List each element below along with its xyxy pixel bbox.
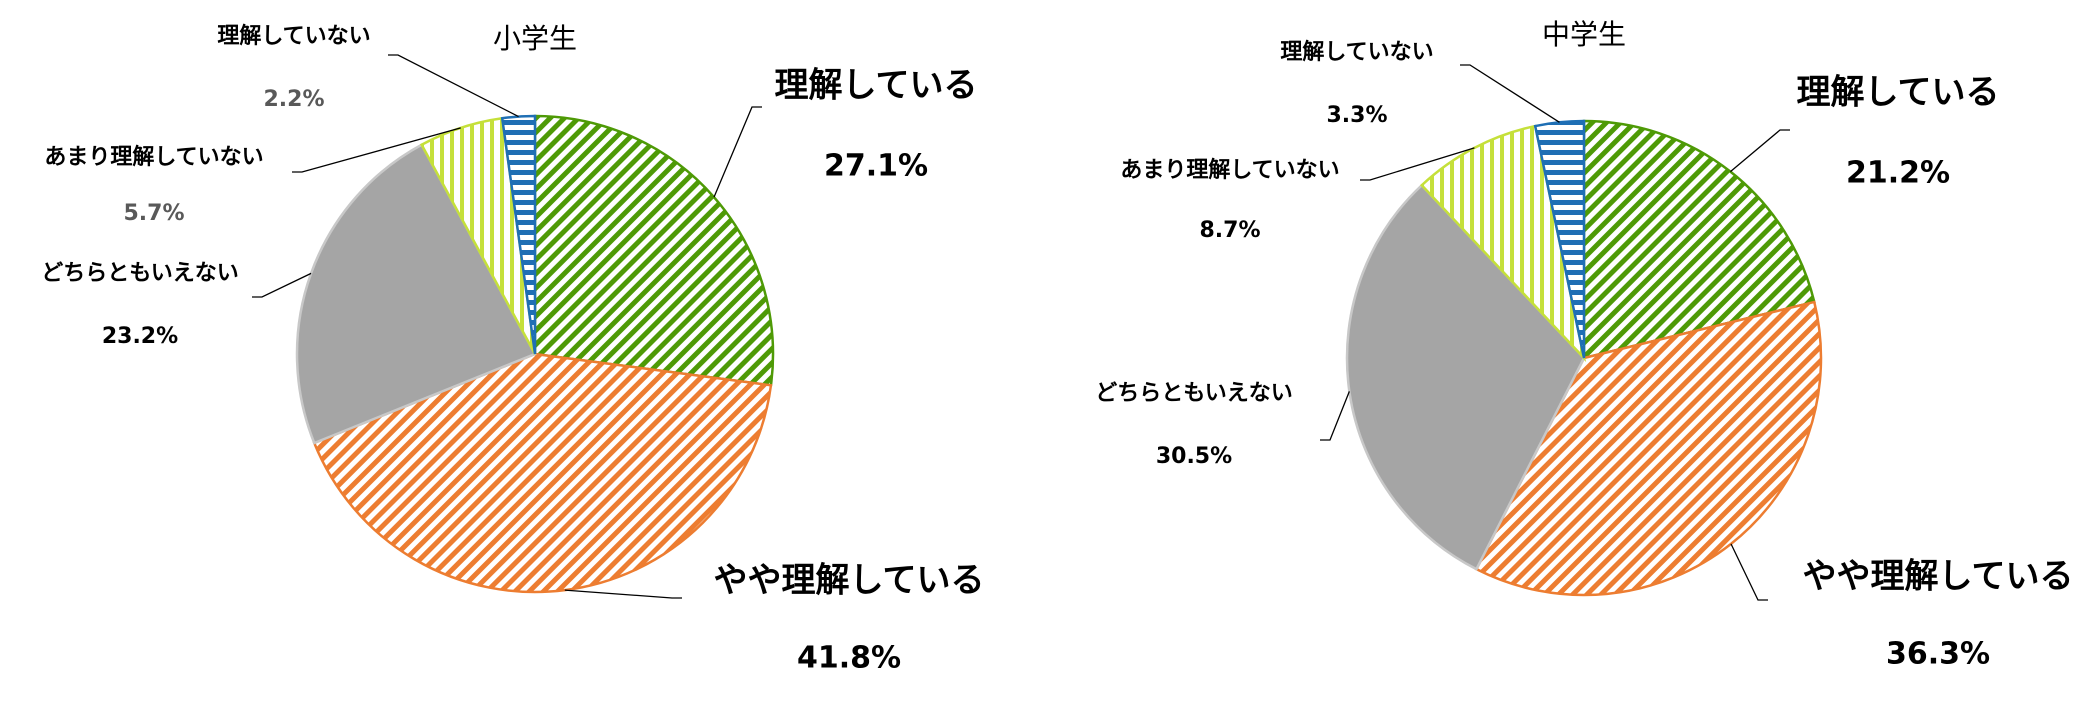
slice-label: やや理解している	[1803, 557, 2074, 597]
pie-slice	[1582, 119, 1816, 360]
slice-label: 理解していない	[217, 23, 370, 49]
slice-label: 理解していない	[1280, 39, 1433, 65]
value-label: 41.8%	[797, 641, 901, 676]
leader-line	[1320, 391, 1350, 441]
leader-line	[292, 127, 461, 173]
slice-label: 理解している	[775, 66, 978, 106]
chart-title: 中学生	[1542, 18, 1626, 51]
value-label: 5.7%	[123, 201, 184, 226]
value-label: 21.2%	[1846, 156, 1950, 191]
slice-label: どちらともいえない	[1095, 381, 1293, 406]
slice-label: どちらともいえない	[41, 261, 239, 286]
pie-slice	[500, 114, 537, 355]
value-label: 23.2%	[102, 324, 178, 349]
pie-slice	[1474, 300, 1823, 597]
leader-line	[1460, 64, 1560, 123]
value-label: 2.2%	[263, 87, 324, 112]
pie-slice	[1419, 124, 1587, 363]
leader-line	[1730, 129, 1790, 173]
value-label: 27.1%	[824, 149, 928, 184]
chart-title: 小学生	[493, 22, 577, 55]
slice-label: あまり理解していない	[44, 144, 263, 170]
value-label: 36.3%	[1886, 637, 1990, 672]
slice-label: 理解している	[1797, 73, 2000, 113]
pie-slice	[312, 352, 773, 594]
slice-label: あまり理解していない	[1120, 157, 1339, 183]
slice-label: やや理解している	[714, 561, 985, 601]
leader-line	[713, 106, 762, 198]
pie-slice	[533, 114, 775, 387]
leader-line	[252, 272, 312, 298]
leader-line	[1730, 543, 1768, 601]
value-label: 3.3%	[1326, 103, 1387, 128]
pie-slice	[295, 143, 537, 445]
leader-line	[388, 54, 519, 118]
leader-line	[1360, 147, 1475, 181]
value-label: 8.7%	[1199, 218, 1260, 243]
value-label: 30.5%	[1156, 444, 1232, 469]
leader-line	[564, 589, 682, 599]
